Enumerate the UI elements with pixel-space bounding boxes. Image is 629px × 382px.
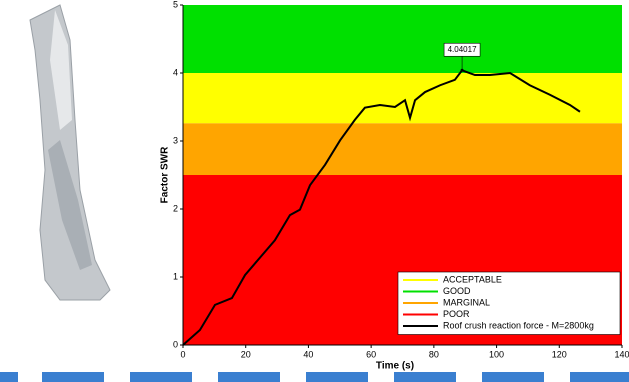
y-axis-title: Factor SWR — [160, 146, 171, 203]
legend-label: Roof crush reaction force - M=2800kg — [443, 320, 594, 330]
y-tick-label: 5 — [173, 0, 178, 9]
page: {"chart_data": {"type": "line", "xlabel"… — [0, 0, 629, 382]
x-tick-label: 100 — [489, 349, 504, 359]
band — [183, 5, 622, 73]
legend-label: POOR — [443, 309, 470, 319]
x-tick-label: 0 — [180, 349, 185, 359]
footer-bar — [0, 372, 629, 382]
x-tick-label: 20 — [241, 349, 251, 359]
y-tick-label: 2 — [173, 203, 178, 213]
x-tick-label: 40 — [303, 349, 313, 359]
annotation-text: 4.04017 — [448, 45, 477, 54]
x-tick-label: 140 — [614, 349, 629, 359]
annotation-point — [461, 69, 464, 72]
y-tick-label: 0 — [173, 339, 178, 349]
slide: Time (s) Factor SWR 0 20 40 60 80 100 120 140 0 1… — [0, 0, 629, 382]
legend-label: MARGINAL — [443, 297, 490, 307]
band — [183, 123, 622, 175]
x-tick-label: 60 — [366, 349, 376, 359]
y-tick-label: 3 — [173, 135, 178, 145]
x-axis-title: Time (s) — [376, 361, 414, 372]
x-tick-label: 80 — [429, 349, 439, 359]
y-tick-label: 4 — [173, 67, 178, 77]
legend-label: GOOD — [443, 286, 471, 296]
legend-label: ACCEPTABLE — [443, 274, 502, 284]
part-render — [30, 5, 110, 300]
x-tick-label: 120 — [552, 349, 567, 359]
y-tick-label: 1 — [173, 271, 178, 281]
